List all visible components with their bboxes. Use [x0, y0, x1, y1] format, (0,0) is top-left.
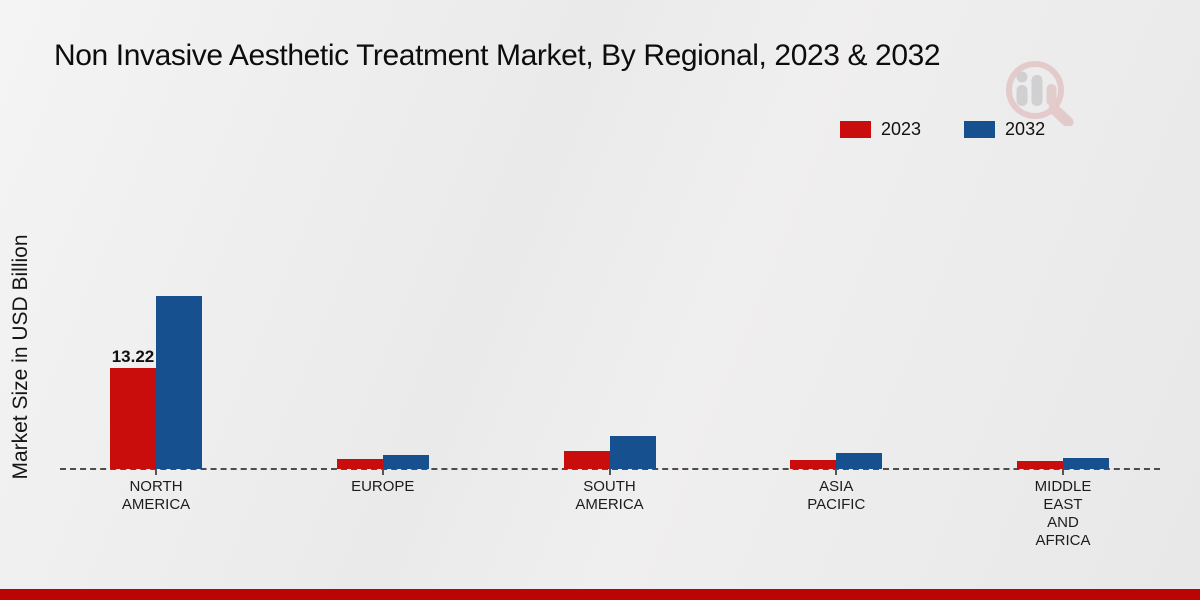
bar-2023-asia-pacific	[790, 460, 837, 469]
bar-2032-middle-east-and-africa	[1063, 458, 1109, 469]
x-tick-label-europe: EUROPE	[351, 478, 415, 495]
x-tick-label-south-america: SOUTH AMERICA	[575, 478, 644, 513]
legend-swatch-2032	[964, 121, 996, 138]
legend-item-2032: 2032	[964, 119, 1045, 140]
bar-2023-south-america	[563, 451, 610, 469]
x-axis-tick	[835, 469, 838, 475]
legend-swatch-2023	[840, 121, 871, 138]
brand-watermark-icon	[1006, 61, 1074, 126]
x-axis-tick	[155, 469, 157, 475]
bar-2032-south-america	[609, 436, 656, 469]
legend-label-2023: 2023	[881, 119, 922, 139]
legend: 2023 2032	[840, 119, 1045, 140]
x-axis-tick	[608, 469, 611, 475]
bar-2032-europe	[382, 455, 429, 469]
bar-2023-europe	[336, 459, 383, 469]
bar-2023-north-america	[110, 368, 156, 469]
x-axis-tick	[1062, 469, 1064, 475]
bar-2032-asia-pacific	[836, 453, 883, 469]
x-tick-label-asia-pacific: ASIA PACIFIC	[807, 478, 866, 513]
bar-2023-middle-east-and-africa	[1017, 461, 1063, 469]
footer-accent-bar	[0, 589, 1200, 600]
x-tick-label-middle-east-and-africa: MIDDLE EAST AND AFRICA	[1034, 478, 1092, 549]
legend-label-2032: 2032	[1005, 119, 1046, 139]
chart-title: Non Invasive Aesthetic Treatment Market,…	[54, 39, 941, 72]
bar-2032-north-america	[156, 296, 202, 469]
x-tick-label-north-america: NORTH AMERICA	[121, 478, 191, 513]
legend-item-2023: 2023	[840, 119, 921, 140]
bar-value-label: 13.22	[111, 347, 155, 366]
x-axis-tick	[381, 469, 384, 475]
